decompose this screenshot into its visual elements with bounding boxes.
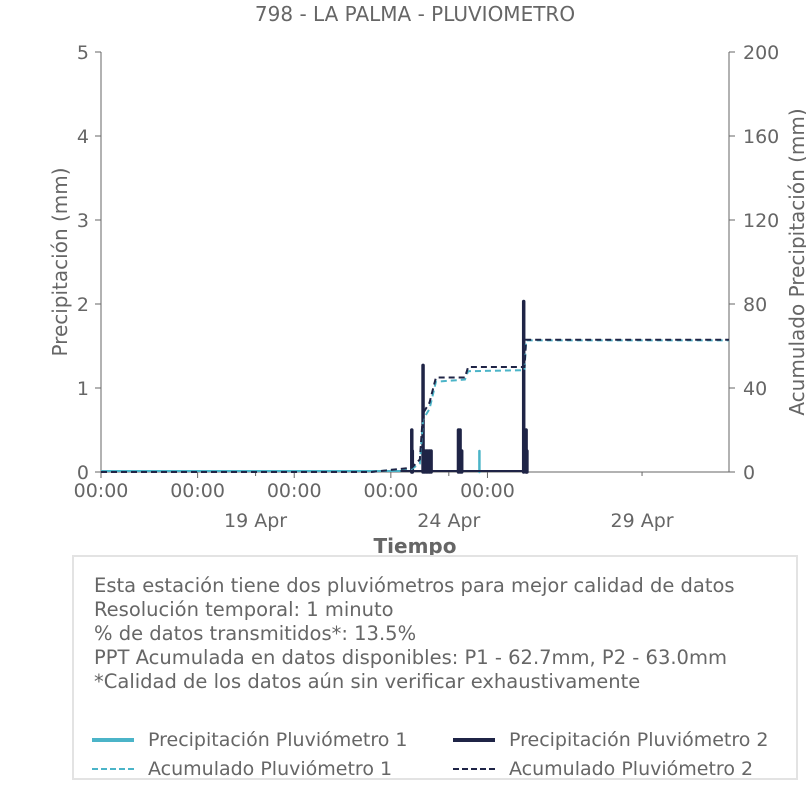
y-tick-label-right: 120 [743,210,779,232]
legend-item-p2-precip: Precipitación Pluviómetro 2 [453,729,769,751]
legend-label: Precipitación Pluviómetro 2 [509,729,769,751]
y-tick-label-right: 80 [743,294,767,316]
info-line-transmitted: % de datos transmitidos*: 13.5% [94,622,417,645]
chart-legend: Precipitación Pluviómetro 1 Precipitació… [92,729,792,789]
x-tick-label-time: 00:00 [267,480,322,502]
y-tick-label-right: 40 [743,378,767,400]
y-tick-label-left: 5 [77,42,89,64]
x-tick-label-date: 29 Apr [610,510,673,532]
legend-swatch-p2-accum [453,768,495,770]
y-tick-label-left: 0 [77,462,89,484]
x-tick-label-date: 19 Apr [224,510,287,532]
x-tick-label-time: 00:00 [74,480,129,502]
x-tick-label-time: 00:00 [363,480,418,502]
x-axis-label: Tiempo [374,534,457,558]
legend-swatch-p1-accum [92,768,134,770]
legend-swatch-p1-precip [92,738,134,742]
y-tick-label-left: 2 [77,294,89,316]
legend-label: Acumulado Pluviómetro 1 [148,758,393,780]
x-tick-label-date: 24 Apr [417,510,480,532]
series-p1-accum-line [101,339,729,473]
chart-title: 798 - LA PALMA - PLUVIOMETRO [255,2,575,26]
info-line-quality: *Calidad de los datos aún sin verificar … [94,670,641,693]
series-p2-accum-line [101,338,729,473]
y-axis-label-left: Precipitación (mm) [48,167,72,356]
legend-item-p1-accum: Acumulado Pluviómetro 1 [92,758,392,780]
legend-swatch-p2-precip [453,738,495,742]
x-tick-label-time: 00:00 [170,480,225,502]
legend-label: Precipitación Pluviómetro 1 [148,729,408,751]
y-tick-label-right: 0 [743,462,755,484]
legend-label: Acumulado Pluviómetro 2 [509,758,754,780]
y-tick-label-right: 200 [743,42,779,64]
y-tick-label-left: 3 [77,210,89,232]
y-tick-label-left: 4 [77,126,89,148]
y-tick-label-left: 1 [77,378,89,400]
info-box: Esta estación tiene dos pluviómetros par… [72,555,798,780]
legend-item-p2-accum: Acumulado Pluviómetro 2 [453,758,753,780]
x-tick-label-time: 00:00 [460,480,515,502]
y-axis-label-right: Acumulado Precipitación (mm) [785,108,806,415]
info-line-resolution: Resolución temporal: 1 minuto [94,598,394,621]
info-text: Esta estación tiene dos pluviómetros par… [94,574,735,694]
info-line-stations: Esta estación tiene dos pluviómetros par… [94,574,735,597]
legend-item-p1-precip: Precipitación Pluviómetro 1 [92,729,408,751]
y-tick-label-right: 160 [743,126,779,148]
info-line-accumulated: PPT Acumulada en datos disponibles: P1 -… [94,646,727,669]
